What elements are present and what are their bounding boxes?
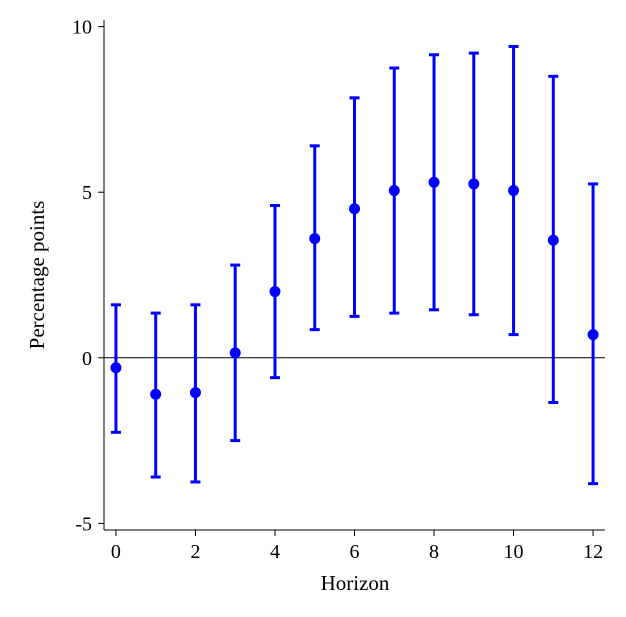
y-tick-label: 0 <box>82 348 92 370</box>
data-point <box>547 234 559 246</box>
y-axis-label: Percentage points <box>25 201 49 350</box>
data-point <box>428 176 440 188</box>
x-tick-label: 6 <box>350 541 360 563</box>
data-point <box>508 185 520 197</box>
data-point <box>468 178 480 190</box>
x-axis-label: Horizon <box>321 571 390 595</box>
x-tick-label: 2 <box>190 541 200 563</box>
x-tick-label: 12 <box>583 541 603 563</box>
data-point <box>110 362 122 374</box>
data-point <box>150 388 162 400</box>
data-point <box>388 185 400 197</box>
y-tick-label: 10 <box>72 17 92 39</box>
data-point <box>189 387 201 399</box>
error-bars <box>110 44 599 486</box>
data-point <box>349 203 360 215</box>
x-tick-label: 4 <box>270 541 280 563</box>
data-point <box>269 286 281 298</box>
x-tick-label: 10 <box>504 541 524 563</box>
y-tick-label: 5 <box>82 182 92 204</box>
data-point <box>229 347 241 359</box>
data-point <box>587 329 599 341</box>
x-tick-label: 8 <box>429 541 439 563</box>
data-points <box>110 176 599 400</box>
axes: -5 0 5 10 0 2 4 6 8 10 12 <box>72 17 605 563</box>
y-tick-label: -5 <box>75 513 92 535</box>
x-tick-label: 0 <box>111 541 121 563</box>
data-point <box>309 233 321 245</box>
